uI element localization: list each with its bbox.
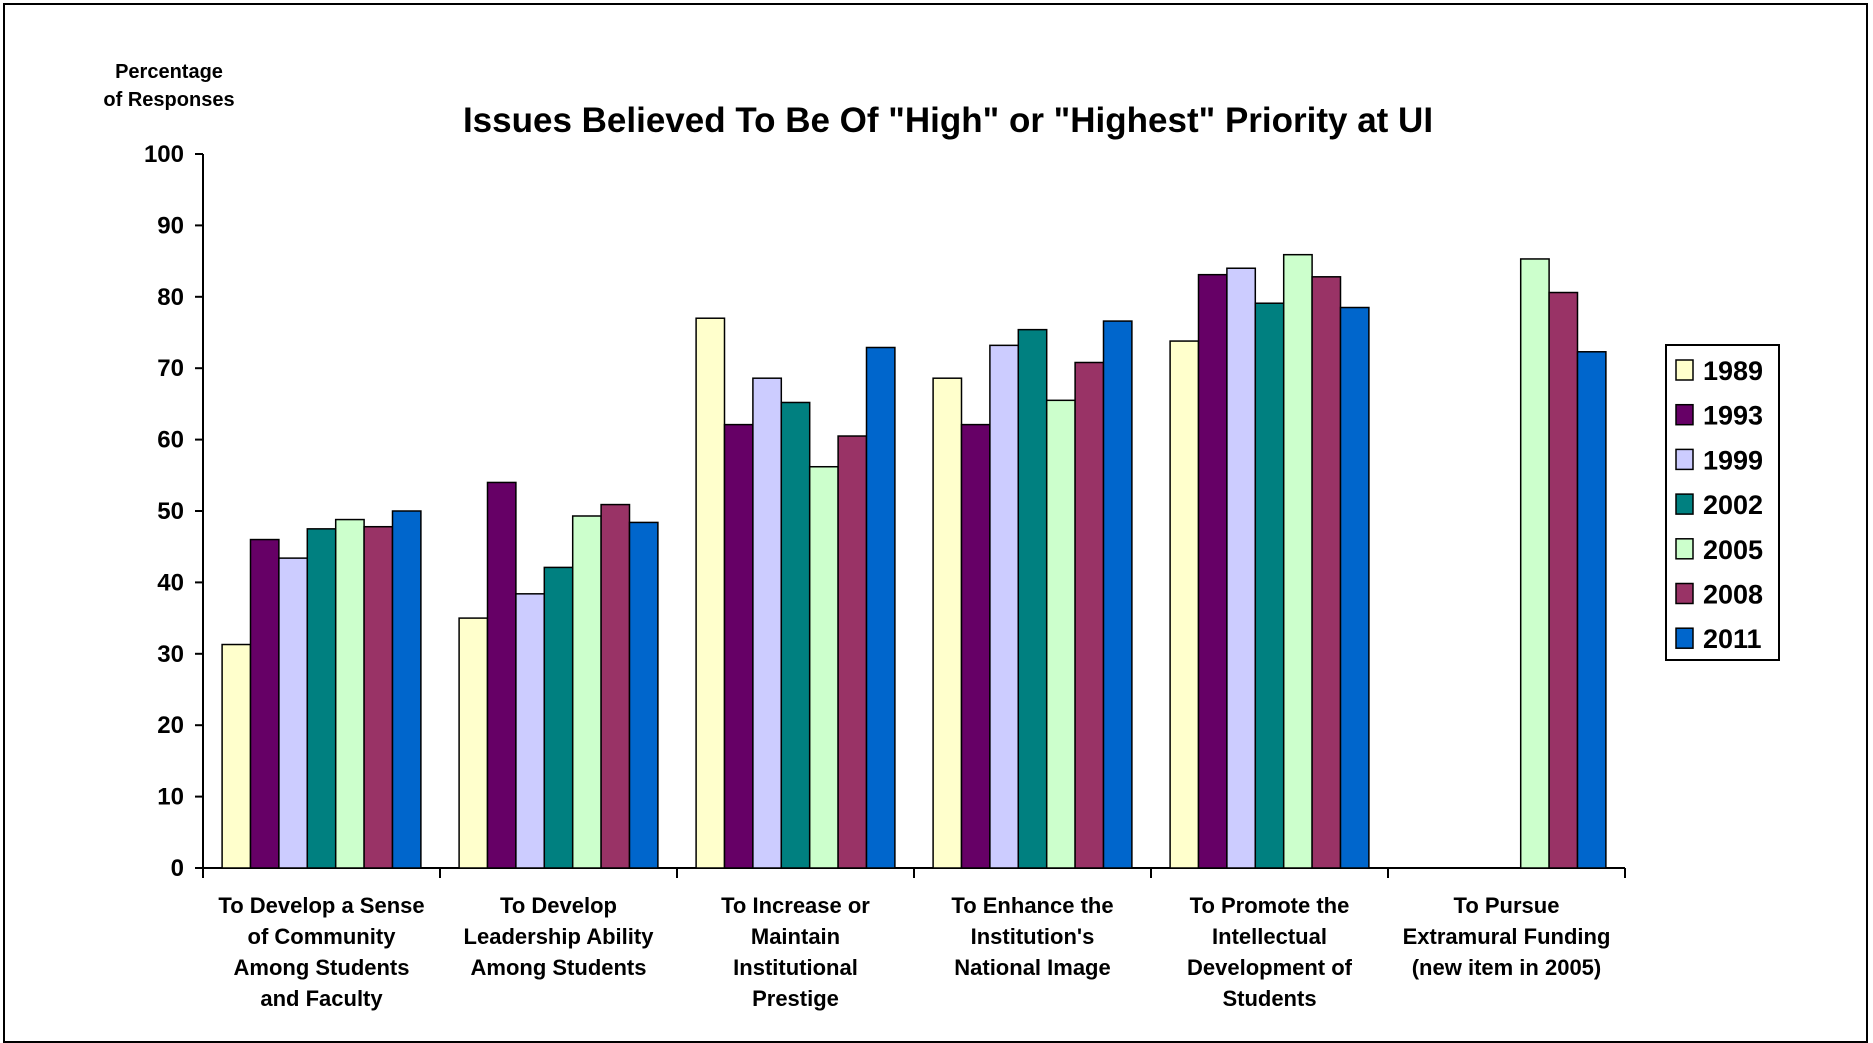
bar-2002-cat-0 [306,528,337,869]
category-label: To Develop a Sense [218,893,424,918]
bar-1989-cat-3 [932,377,963,869]
legend-swatch-1993 [1675,403,1694,426]
category-label: of Community [248,924,397,949]
category-label: To Increase or [721,893,870,918]
bar-2011-cat-0 [391,510,422,869]
legend-label-2005: 2005 [1703,535,1763,565]
category-label: Prestige [752,986,839,1011]
bar-1999-cat-1 [515,593,546,869]
axes: 0 10 20 30 40 50 60 70 80 90 100 [144,141,1626,882]
category-label: Students [1222,986,1316,1011]
legend-label-1989: 1989 [1703,356,1763,386]
bar-2008-cat-0 [363,525,394,869]
bar-1993-cat-1 [486,481,517,869]
y-tick-label: 10 [157,784,184,811]
category-label: To Promote the [1190,893,1350,918]
legend: 1989 1993 1999 2002 2005 2008 2011 [1665,344,1780,661]
bar-1989-cat-4 [1169,340,1200,869]
bar-1999-cat-0 [278,557,309,869]
category-label: Intellectual [1212,924,1327,949]
bar-2002-cat-1 [543,566,574,869]
legend-swatch-2002 [1675,493,1694,515]
category-label: and Faculty [260,986,383,1011]
bar-1999-cat-3 [989,344,1020,869]
bar-2011-cat-1 [628,521,659,869]
y-tick-label: 60 [157,427,184,454]
bar-1993-cat-4 [1197,273,1228,869]
bar-1989-cat-2 [695,317,726,869]
bar-2011-cat-4 [1339,306,1370,869]
category-label: National Image [954,955,1110,980]
category-label: Extramural Funding [1403,924,1611,949]
category-label: Institutional [733,955,858,980]
bar-1993-cat-2 [723,423,754,869]
category-label: Among Students [234,955,410,980]
legend-label-1999: 1999 [1703,445,1763,475]
legend-swatch-2008 [1675,582,1694,605]
y-axis-label-line-1: Percentage [115,61,223,83]
legend-label-2008: 2008 [1703,580,1763,610]
legend-label-2002: 2002 [1703,490,1763,520]
bar-2005-cat-0 [334,518,365,869]
y-tick-label: 0 [171,855,184,882]
bar-2002-cat-3 [1017,328,1048,869]
category-label: Among Students [471,955,647,980]
bar-2011-cat-2 [865,346,896,869]
chart-title: Issues Believed To Be Of "High" or "High… [463,101,1433,140]
category-labels: To Develop a Sense of Community Among Stud… [218,893,1610,1011]
y-tick-label: 100 [144,141,184,168]
legend-label-1993: 1993 [1703,401,1763,431]
bar-2011-cat-3 [1102,320,1133,869]
category-label: To Develop [500,893,617,918]
bar-2008-cat-5 [1548,291,1579,869]
bar-2005-cat-4 [1282,253,1313,869]
y-axis-label-line-2: of Responses [103,89,234,111]
category-label: Development of [1187,955,1353,980]
bar-2005-cat-1 [571,515,602,869]
bar-2008-cat-2 [837,435,868,869]
bar-2008-cat-3 [1074,361,1105,869]
bar-2008-cat-4 [1311,276,1342,869]
y-tick-label: 30 [157,641,184,668]
bar-1999-cat-2 [752,377,783,869]
category-label: Leadership Ability [464,924,655,949]
category-label: To Enhance the [951,893,1113,918]
bar-1989-cat-0 [221,643,252,869]
y-tick-label: 90 [157,212,184,239]
legend-swatch-1999 [1675,448,1694,471]
y-tick-label: 20 [157,712,184,739]
category-label: (new item in 2005) [1412,955,1602,980]
bar-1989-cat-1 [458,617,489,869]
y-tick-label: 70 [157,355,184,382]
category-label: Institution's [971,924,1095,949]
y-tick-label: 80 [157,284,184,311]
bar-2002-cat-2 [780,401,811,869]
legend-swatch-2011 [1675,627,1694,649]
legend-swatch-2005 [1675,538,1694,560]
bar-2002-cat-4 [1254,302,1285,869]
bar-2008-cat-1 [600,503,631,869]
bar-2005-cat-5 [1519,258,1550,869]
bar-1993-cat-3 [960,423,991,869]
bar-2011-cat-5 [1576,351,1607,869]
legend-swatch-1989 [1675,359,1694,381]
y-tick-label: 50 [157,498,184,525]
bars [221,253,1607,869]
bar-1999-cat-4 [1226,267,1257,869]
bar-2005-cat-3 [1045,399,1076,869]
bar-1993-cat-0 [249,538,280,869]
y-tick-label: 40 [157,569,184,596]
category-label: Maintain [751,924,840,949]
bar-2005-cat-2 [808,465,839,869]
category-label: To Pursue [1454,893,1560,918]
legend-label-2011: 2011 [1703,624,1762,654]
